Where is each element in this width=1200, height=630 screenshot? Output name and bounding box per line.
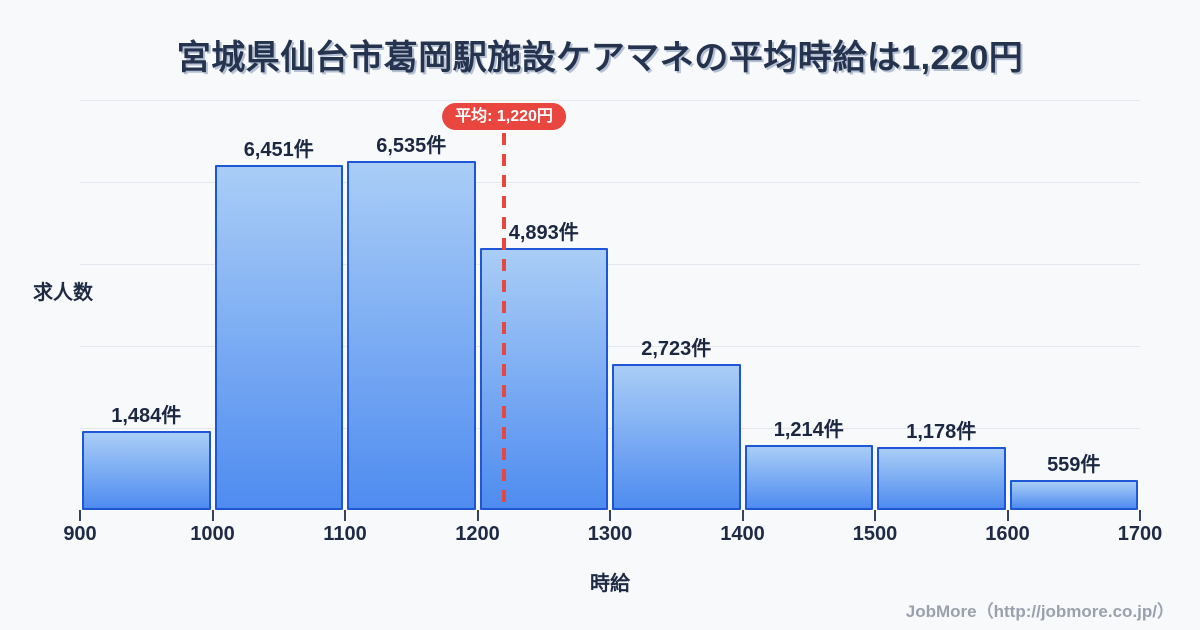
histogram-slot: 6,535件 [345, 100, 478, 510]
average-badge: 平均: 1,220円 [442, 103, 566, 130]
bar-value-label: 4,893件 [508, 222, 579, 244]
x-axis-tick [1139, 510, 1141, 521]
bar-value-label: 1,214件 [773, 419, 844, 441]
gridline [80, 100, 1140, 101]
histogram-bar [1009, 480, 1138, 510]
x-axis-tick-label: 1700 [1117, 523, 1163, 545]
histogram-slot: 4,893件 [478, 100, 611, 510]
x-axis-tick-label: 1500 [852, 523, 898, 545]
x-axis-tick-label: 1100 [323, 523, 367, 545]
gridline [80, 264, 1140, 265]
histogram-slot: 1,214件 [743, 100, 876, 510]
histogram-bar [877, 447, 1006, 510]
x-axis-tick-label: 900 [63, 523, 97, 545]
histogram-slot: 2,723件 [610, 100, 743, 510]
histogram-slot: 1,178件 [875, 100, 1008, 510]
histogram-bar [82, 431, 211, 510]
histogram-bar [214, 165, 343, 510]
footer-credit: JobMore（http://jobmore.co.jp/） [905, 602, 1174, 621]
x-axis-tick [211, 510, 214, 521]
histogram-bar [479, 248, 608, 510]
average-dashed-line [502, 133, 506, 510]
x-axis-label: 時給 [590, 573, 630, 595]
bar-value-label: 2,723件 [641, 338, 712, 360]
histogram-bar [347, 161, 476, 510]
y-axis-label: 求人数 [33, 282, 93, 304]
histogram-bar [744, 445, 873, 510]
bar-value-label: 1,178件 [906, 421, 977, 443]
x-axis-tick [874, 510, 876, 521]
histogram-bar [612, 364, 741, 510]
x-axis-tick [344, 510, 346, 521]
x-axis-tick-label: 1600 [985, 523, 1030, 545]
bar-value-label: 6,535件 [376, 135, 447, 157]
x-axis-tick-label: 1400 [720, 523, 765, 545]
x-axis-tick [476, 510, 479, 521]
gridline [80, 428, 1140, 429]
plot-area: 1,484件 6,451件 6,535件 4,893件 2,723件 1,214件 1,17… [63, 100, 1162, 545]
bar-value-label: 6,451件 [243, 139, 314, 161]
bar-value-label: 1,484件 [111, 405, 182, 427]
x-axis-tick [741, 510, 744, 521]
histogram-slot: 559件 [1008, 100, 1141, 510]
x-axis-tick [79, 510, 81, 521]
x-axis-tick [1006, 510, 1009, 521]
gridline [80, 346, 1140, 347]
histogram-slot: 6,451件 [213, 100, 346, 510]
gridline [80, 182, 1140, 183]
x-axis-tick [609, 510, 611, 521]
bar-value-label: 559件 [1047, 454, 1101, 476]
x-axis-tick-label: 1300 [587, 523, 633, 545]
chart-title: 宮城県仙台市葛岡駅施設ケアマネの平均時給は1,220円 [176, 39, 1024, 77]
x-axis-tick-label: 1000 [190, 523, 235, 545]
x-axis-tick-label: 1200 [455, 523, 500, 545]
histogram-slot: 1,484件 [80, 100, 213, 510]
